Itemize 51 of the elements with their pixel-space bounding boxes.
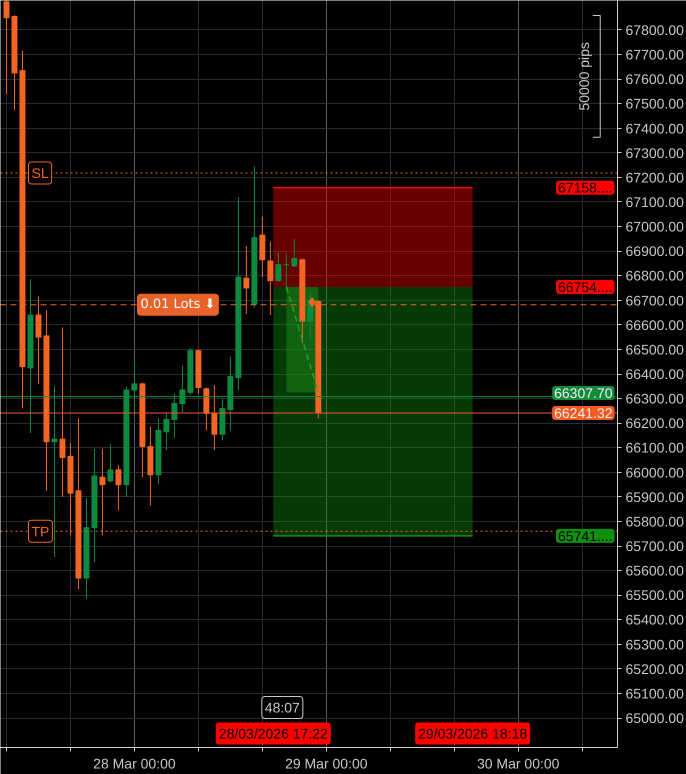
candlestick: [107, 444, 114, 483]
y-tick-label: 67300.00: [626, 144, 684, 161]
y-tick-label: 65700.00: [626, 538, 684, 554]
candlestick: [283, 253, 290, 291]
candlestick: [4, 0, 10, 94]
ref-line-label: 66241.32: [554, 404, 613, 421]
y-tick-label: 67500.00: [626, 96, 684, 112]
y-tick-label: 66300.00: [626, 390, 684, 407]
y-tick-label: 67600.00: [626, 71, 684, 88]
y-tick-label: 65400.00: [626, 612, 684, 628]
y-tick-label: 66100.00: [626, 440, 684, 456]
y-tick-label: 67000.00: [626, 218, 684, 235]
y-tick-label: 67200.00: [626, 169, 684, 186]
candlestick: [163, 412, 170, 451]
y-tick-label: 66500.00: [626, 341, 684, 358]
y-tick-label: 67400.00: [626, 120, 684, 136]
y-tick-label: 66700.00: [626, 292, 684, 308]
annotation: 28/03/2026 17:22: [218, 726, 328, 742]
y-tick-label: 66600.00: [626, 316, 684, 333]
annotation: 67158....: [558, 180, 613, 196]
annotation: 66754....: [558, 279, 613, 296]
candlestick: [291, 238, 298, 268]
y-tick-label: 66800.00: [626, 268, 684, 284]
candlestick: [275, 252, 282, 282]
ref-line-label: 0.01 Lots ⬇: [140, 297, 216, 312]
ref-line-label: SL: [32, 165, 49, 181]
annotation: 65741....: [558, 528, 613, 544]
y-tick-label: 65300.00: [626, 636, 684, 652]
y-tick-label: 66400.00: [626, 366, 684, 382]
candlestick: [115, 464, 122, 511]
y-tick-label: 66000.00: [626, 464, 684, 480]
y-tick-label: 66200.00: [626, 415, 684, 432]
ref-line-label: TP: [32, 523, 50, 540]
y-tick-label: 65900.00: [626, 488, 684, 505]
annotation: 29/03/2026 18:18: [418, 726, 528, 742]
y-tick-label: 65500.00: [626, 587, 684, 604]
y-tick-label: 67800.00: [626, 22, 684, 38]
y-tick-label: 67100.00: [626, 194, 684, 210]
ref-line-label: 66307.70: [554, 385, 613, 402]
y-tick-label: 65200.00: [626, 660, 684, 677]
x-tick-label: 28 Mar 00:00: [93, 756, 176, 772]
y-tick-label: 65100.00: [626, 685, 684, 702]
y-tick-label: 67700.00: [626, 46, 684, 63]
y-tick-label: 65000.00: [626, 710, 684, 726]
x-tick-label: 30 Mar 00:00: [476, 756, 560, 772]
x-tick-label: 29 Mar 00:00: [285, 756, 368, 772]
y-tick-label: 65800.00: [626, 513, 684, 530]
y-tick-label: 65600.00: [626, 562, 684, 579]
y-tick-label: 66900.00: [626, 243, 684, 260]
annotation: 50000 pips: [576, 42, 592, 111]
annotation: 48:07: [264, 700, 300, 716]
